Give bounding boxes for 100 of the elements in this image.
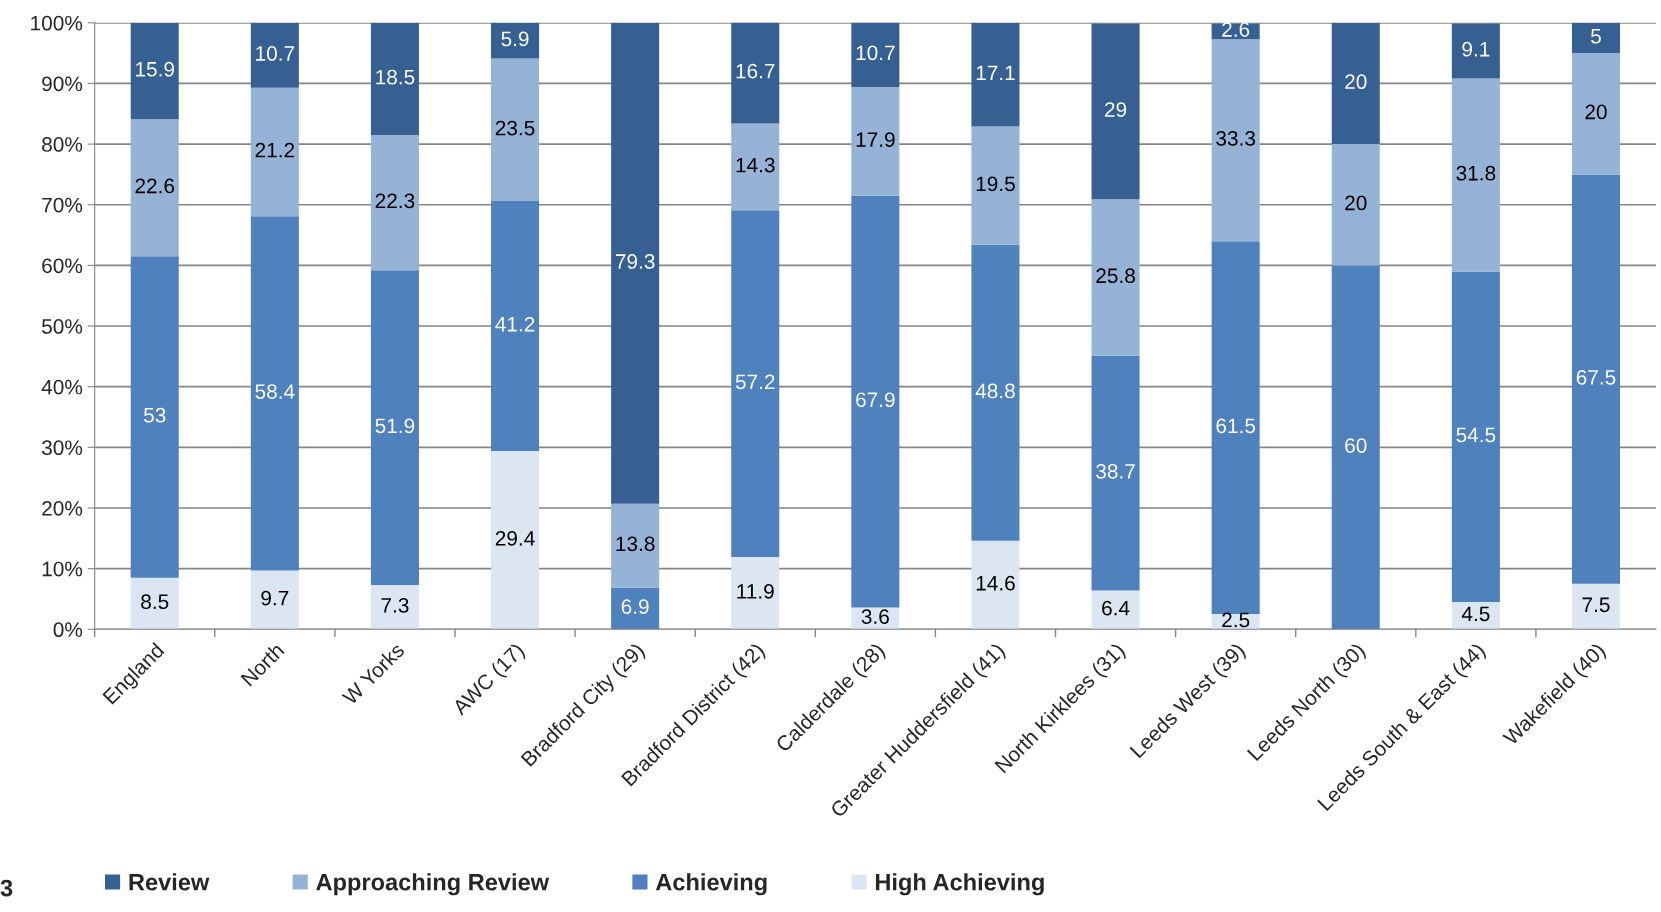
data-label: 9.1 [1462, 41, 1490, 57]
bar [971, 244, 1020, 541]
bar [250, 216, 299, 571]
bar [370, 270, 419, 586]
bar [1091, 355, 1140, 591]
bar [851, 87, 900, 196]
bar [971, 540, 1020, 630]
bar [731, 557, 780, 630]
data-label: 21.2 [255, 142, 295, 158]
y-tick-label: 40% [41, 379, 83, 395]
data-label: 20 [1585, 104, 1607, 120]
y-tick-label: 60% [42, 258, 83, 274]
data-label: 2.6 [1222, 22, 1250, 37]
bar [1571, 174, 1620, 584]
data-label: 11.9 [737, 584, 774, 599]
data-label: 17.1 [976, 65, 1015, 81]
bar [491, 58, 540, 202]
data-label: 13.8 [616, 536, 655, 552]
data-label: 15.9 [136, 61, 175, 77]
bar [250, 87, 299, 217]
data-label: 9.7 [261, 590, 289, 606]
legend-label: High Achieving [875, 873, 1044, 896]
data-label: 23.5 [495, 120, 535, 136]
bar [370, 22, 419, 135]
data-label: 48.8 [975, 383, 1015, 399]
bar [370, 135, 419, 271]
data-label: 22.6 [135, 178, 175, 194]
data-label: 22.3 [375, 193, 415, 209]
bar [1331, 22, 1380, 145]
bar [1091, 199, 1140, 356]
bar [250, 570, 299, 630]
bar [971, 126, 1020, 245]
data-label: 67.9 [856, 392, 895, 408]
bar [1091, 23, 1140, 200]
bar [851, 22, 900, 88]
data-label: 5 [1591, 29, 1601, 44]
bar [611, 587, 660, 630]
y-tick-label: 20% [42, 500, 83, 516]
bar [130, 119, 179, 257]
data-label: 54.5 [1456, 427, 1496, 443]
y-tick-label: 90% [42, 76, 83, 92]
bar [851, 195, 900, 608]
bar [1091, 590, 1140, 630]
bar [370, 585, 419, 630]
y-tick-label: 0% [53, 622, 83, 638]
bar [491, 450, 540, 630]
data-label: 20 [1345, 195, 1367, 211]
bar [130, 22, 179, 120]
bar [731, 123, 780, 211]
data-label: 2.5 [1222, 612, 1250, 628]
y-tick-label: 70% [42, 197, 83, 213]
data-label: 53 [143, 407, 166, 423]
data-label: 61.5 [1216, 418, 1256, 434]
data-label: 7.3 [381, 597, 409, 613]
bar [1451, 271, 1500, 602]
bar [1451, 601, 1500, 630]
bar [250, 22, 299, 88]
bar [491, 22, 540, 59]
data-label: 6.4 [1102, 600, 1130, 616]
y-tick-label: 100% [31, 15, 83, 31]
legend-label: Review [129, 873, 210, 891]
bar [1331, 265, 1380, 630]
text: 3 [0, 879, 13, 897]
bar [731, 210, 780, 558]
data-label: 67.5 [1576, 369, 1616, 385]
data-label: 57.2 [735, 374, 775, 390]
data-label: 19.5 [976, 176, 1015, 192]
data-label: 14.3 [736, 157, 775, 173]
data-label: 7.5 [1582, 597, 1610, 613]
data-label: 6.9 [621, 599, 649, 614]
data-label: 14.6 [976, 575, 1015, 591]
bar [130, 256, 179, 578]
bar [731, 22, 780, 124]
data-label: 3.6 [861, 609, 889, 624]
legend-label: Achieving [655, 873, 767, 896]
bar [491, 201, 540, 451]
bar [1451, 23, 1500, 79]
data-label: 51.9 [375, 418, 415, 434]
data-label: 16.7 [736, 63, 775, 79]
legend-label: Approaching Review [316, 873, 550, 896]
y-tick-label: 10% [42, 561, 83, 577]
bar [130, 577, 179, 630]
data-label: 20 [1345, 74, 1367, 90]
data-label: 29.4 [495, 530, 535, 546]
data-label: 17.9 [856, 132, 895, 147]
bar [611, 22, 660, 504]
data-label: 18.5 [376, 69, 415, 85]
data-label: 5.9 [501, 31, 529, 47]
data-label: 10.7 [856, 45, 895, 61]
data-label: 41.2 [495, 316, 535, 332]
data-label: 29 [1105, 102, 1127, 117]
data-label: 60 [1345, 438, 1367, 453]
data-label: 31.8 [1456, 165, 1496, 181]
y-tick-label: 50% [42, 319, 83, 334]
y-tick-label: 30% [41, 440, 83, 456]
data-label: 10.7 [256, 46, 295, 61]
data-label: 38.7 [1096, 463, 1135, 479]
data-label: 58.4 [255, 384, 295, 399]
bar [1331, 144, 1380, 266]
bar [1571, 53, 1620, 175]
